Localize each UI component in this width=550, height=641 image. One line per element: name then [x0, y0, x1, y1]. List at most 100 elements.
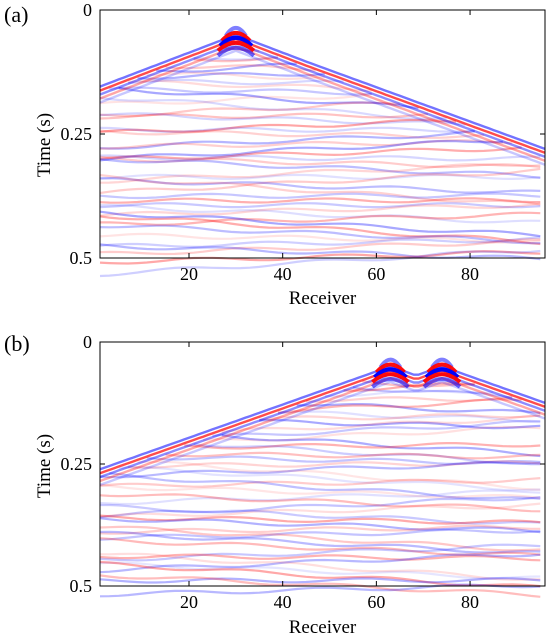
b-source-apex [374, 362, 406, 374]
b-wavefield [99, 357, 546, 598]
a-reflection-event [99, 177, 541, 194]
b-first-arrival-band [99, 380, 546, 487]
a-source-apex [220, 30, 252, 43]
a-reflection-event [99, 236, 541, 249]
a-reflection-event [99, 112, 466, 126]
a-reflection-event [99, 163, 541, 184]
b-reflection-event [99, 574, 541, 598]
b-y-tick-label: 0.25 [61, 454, 93, 474]
a-reflection-event [99, 249, 541, 278]
panel-a-plot-area: 20 40 60 80 0 0.25 0.5 [61, 0, 546, 284]
b-reflection-event [99, 528, 541, 541]
a-source-apex [216, 45, 256, 58]
a-reflection-event [99, 203, 541, 224]
b-reflection-event [259, 418, 541, 430]
b-reflection-event [128, 460, 541, 469]
b-reflection-event [109, 472, 541, 500]
b-first-arrival-band [99, 376, 546, 483]
a-reflection-event [99, 146, 522, 160]
a-reflection-event [99, 157, 541, 179]
a-reflection-event [193, 55, 279, 61]
a-x-tick-label: 60 [367, 264, 385, 284]
a-reflection-event [99, 174, 541, 206]
b-reflection-event [99, 543, 541, 562]
a-x-tick-label: 20 [180, 264, 198, 284]
b-reflection-event [259, 413, 541, 421]
a-reflection-event [99, 93, 372, 105]
b-y-tick-label: 0 [83, 332, 92, 352]
b-x-tick-label: 20 [180, 592, 198, 612]
b-reflection-event [99, 484, 541, 499]
b-reflection-event [99, 577, 541, 584]
a-reflection-event [137, 71, 325, 80]
b-reflection-event [193, 443, 541, 465]
b-reflection-event [352, 386, 513, 399]
b-reflection-event [306, 396, 513, 403]
b-reflection-event [324, 389, 494, 398]
a-reflection-event [99, 101, 400, 117]
b-reflection-event [296, 402, 541, 415]
a-reflection-event [99, 167, 541, 195]
a-y-tick-label: 0.5 [70, 248, 93, 268]
a-reflection-event [99, 118, 457, 133]
b-source-apex [371, 372, 410, 384]
b-reflection-event [99, 537, 541, 556]
b-first-arrival-band [99, 369, 546, 475]
b-reflection-event [221, 434, 541, 458]
b-reflection-event [99, 524, 541, 535]
a-first-arrival-band [99, 45, 546, 162]
a-reflection-event [99, 130, 475, 150]
a-reflection-event [99, 139, 513, 150]
a-first-arrival-band [99, 37, 546, 154]
panel-b-y-axis-label: Time (s) [34, 433, 55, 499]
panel-b-label: (b) [4, 331, 30, 356]
b-reflection-event [99, 517, 541, 534]
a-reflection-event [99, 250, 541, 265]
b-x-tick-label: 40 [274, 592, 292, 612]
panel-a-x-axis-label: Receiver [288, 288, 357, 309]
a-reflection-event [156, 62, 297, 73]
panel-b-plot-area: 20 40 60 80 0 0.25 0.5 [61, 332, 546, 612]
b-source-apex [422, 372, 462, 384]
a-first-arrival-band [99, 33, 546, 151]
b-reflection-event [99, 496, 541, 519]
panel-b-x-axis-label: Receiver [288, 617, 357, 638]
b-reflection-event [184, 441, 541, 450]
a-reflection-event [146, 71, 325, 81]
a-y-tick-label: 0 [83, 0, 92, 20]
b-reflection-event [99, 561, 541, 580]
a-reflection-event [99, 192, 541, 200]
a-first-arrival-band [99, 41, 546, 158]
panel-b-seismogram: 20 40 60 80 0 0.25 0.5 [61, 332, 546, 612]
a-reflection-event [165, 64, 316, 72]
a-reflection-event [99, 129, 485, 139]
a-reflection-event [118, 86, 419, 110]
b-reflection-event [99, 552, 541, 581]
b-reflection-event [99, 477, 541, 488]
a-reflection-event [99, 197, 541, 204]
b-reflection-event [99, 560, 541, 588]
panel-a: (a) Time (s) 20 40 60 80 0 0.25 0.5 Receiver [0, 0, 550, 320]
a-reflection-event [128, 79, 372, 92]
a-wavefield [99, 25, 546, 278]
b-reflection-event [99, 489, 541, 506]
a-reflection-event [100, 211, 541, 226]
panel-a-y-axis-label: Time (s) [34, 112, 55, 178]
a-reflection-event [99, 202, 541, 209]
b-reflection-event [99, 530, 541, 554]
b-reflection-event [118, 466, 541, 492]
b-reflection-event [99, 553, 541, 562]
a-reflection-event [99, 96, 447, 120]
a-x-tick-label: 40 [274, 264, 292, 284]
b-reflection-event [100, 503, 541, 525]
a-reflection-event [99, 154, 541, 162]
b-x-tick-label: 60 [367, 592, 385, 612]
panel-a-label: (a) [4, 2, 29, 27]
b-source-apex [426, 362, 458, 374]
b-reflection-event [99, 583, 541, 598]
a-y-tick-label: 0.25 [61, 124, 93, 144]
b-source-apex [371, 377, 410, 389]
b-source-apex [422, 377, 462, 389]
b-reflection-event [99, 461, 541, 479]
a-reflection-event [99, 126, 475, 133]
